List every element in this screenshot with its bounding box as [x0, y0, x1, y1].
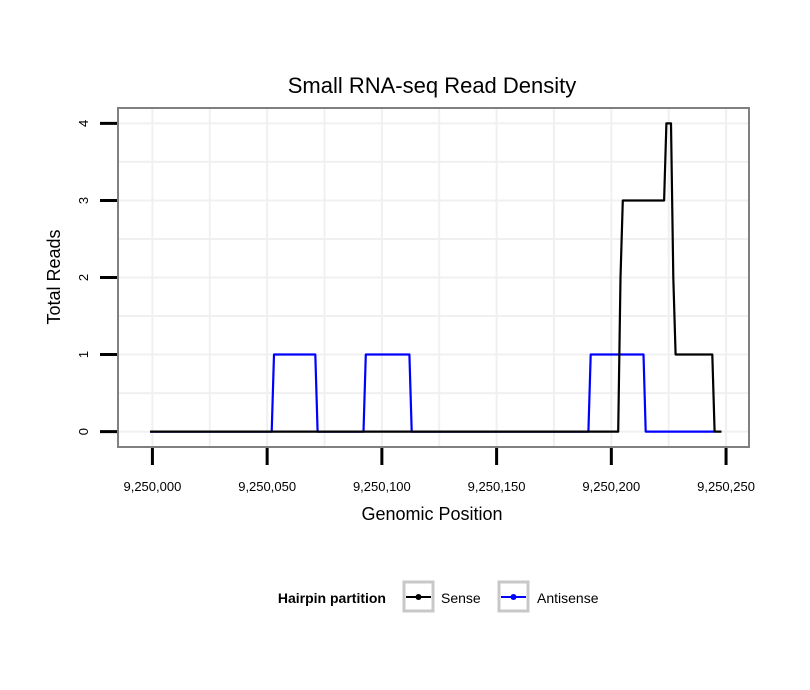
- x-tick-label: 9,250,100: [353, 479, 411, 494]
- y-tick-label: 2: [76, 274, 91, 281]
- y-tick-label: 1: [76, 351, 91, 358]
- y-axis: 0 1 2 3 4: [76, 120, 117, 435]
- legend-label-antisense: Antisense: [537, 590, 599, 606]
- legend-dot-antisense: [510, 594, 517, 600]
- grid-lines: [118, 108, 749, 447]
- legend-dot-sense: [415, 594, 422, 600]
- x-tick-label: 9,250,150: [468, 479, 526, 494]
- y-axis-label: Total Reads: [44, 229, 64, 324]
- y-tick-label: 3: [76, 197, 91, 204]
- chart-title: Small RNA-seq Read Density: [288, 73, 577, 98]
- legend: Hairpin partition Sense Antisense: [278, 580, 599, 613]
- plot-panel-border: [117, 107, 750, 448]
- x-axis: 9,250,000 9,250,050 9,250,100 9,250,150 9,25…: [123, 448, 755, 494]
- series-lines: [150, 122, 722, 433]
- x-tick-label: 9,250,250: [697, 479, 755, 494]
- legend-label-sense: Sense: [441, 590, 481, 606]
- x-tick-label: 9,250,000: [123, 479, 181, 494]
- y-tick-label: 0: [76, 428, 91, 435]
- x-axis-label: Genomic Position: [361, 504, 502, 524]
- x-tick-label: 9,250,200: [582, 479, 640, 494]
- x-tick-label: 9,250,050: [238, 479, 296, 494]
- legend-title: Hairpin partition: [278, 590, 386, 606]
- series-line-sense: [150, 122, 722, 433]
- y-tick-label: 4: [76, 120, 91, 127]
- series-line-antisense: [150, 353, 715, 433]
